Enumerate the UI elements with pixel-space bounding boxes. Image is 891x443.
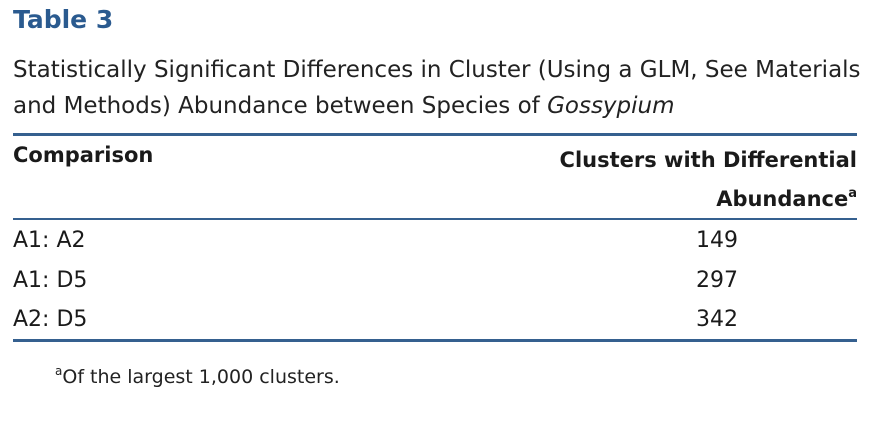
footnote-text: Of the largest 1,000 clusters. (62, 366, 340, 388)
table-caption: Statistically Significant Differences in… (13, 52, 863, 124)
table-row: A1: D5 297 (13, 260, 857, 300)
header-clusters: Clusters with Differential Abundancea (560, 143, 857, 216)
row-value: 342 (696, 307, 738, 332)
header-rule (13, 218, 857, 220)
row-value: 297 (696, 268, 738, 293)
row-comparison: A1: D5 (13, 268, 88, 293)
table-row: A1: A2 149 (13, 220, 857, 260)
header-clusters-line2: Abundancea (716, 186, 857, 211)
caption-text: Statistically Significant Differences in… (13, 57, 861, 119)
row-comparison: A1: A2 (13, 228, 86, 253)
header-clusters-line1: Clusters with Differential (559, 148, 857, 172)
top-rule (13, 133, 857, 136)
table-footnote: aOf the largest 1,000 clusters. (55, 364, 340, 388)
footnote-mark: a (55, 364, 63, 378)
row-value: 149 (696, 228, 738, 253)
caption-italic: Gossypium (547, 93, 675, 119)
row-comparison: A2: D5 (13, 307, 88, 332)
header-footnote-mark: a (848, 186, 857, 201)
header-comparison: Comparison (13, 143, 154, 167)
table-row: A2: D5 342 (13, 299, 857, 339)
bottom-rule (13, 339, 857, 342)
table-title: Table 3 (13, 5, 114, 34)
